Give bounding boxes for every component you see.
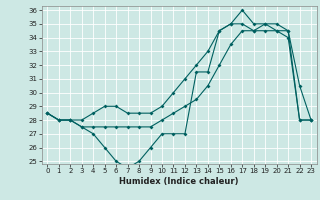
X-axis label: Humidex (Indice chaleur): Humidex (Indice chaleur) bbox=[119, 177, 239, 186]
